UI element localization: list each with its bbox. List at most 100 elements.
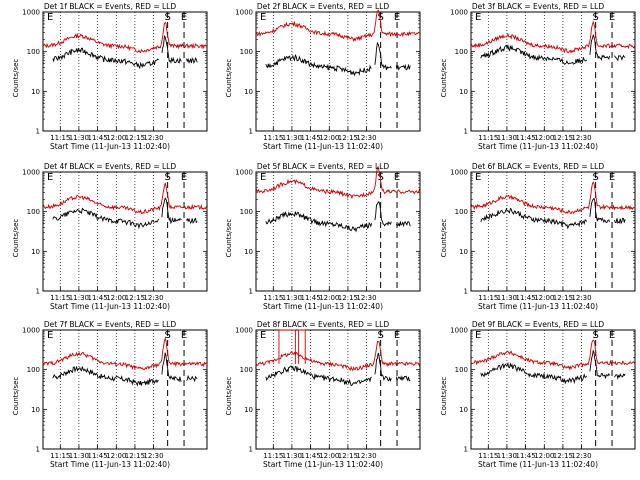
marker-label: E	[260, 330, 266, 341]
x-tick-label: 12:15	[125, 134, 145, 142]
marker-label: E	[47, 12, 53, 23]
x-axis-label: Start Time (11-Jun-13 11:02:40)	[478, 302, 598, 311]
x-tick-label: 11:45	[88, 452, 108, 460]
panel-title: Det 4f BLACK = Events, RED = LLD	[43, 162, 177, 171]
y-tick-label: 1	[464, 288, 468, 296]
lld-series	[470, 20, 636, 54]
y-axis-label: Counts/sec	[12, 218, 20, 258]
x-tick-label: 12:00	[106, 452, 126, 460]
x-tick-label: 11:30	[282, 452, 302, 460]
chart-plot: 1 10 100 1000 11:1511:3011:4512:0012:1512:30…	[235, 9, 421, 142]
marker-label: E	[181, 12, 187, 23]
y-tick-label: 100	[455, 48, 468, 56]
chart-panel: 1 10 100 1000 11:15 11:30 11:45 12:00 12:15 12:30…	[223, 2, 423, 155]
events-series	[52, 197, 198, 230]
lld-series	[470, 181, 636, 215]
panel-title: Det 9f BLACK = Events, RED = LLD	[471, 320, 605, 329]
chart-panel: 1 10 100 1000 11:15 11:30 11:45 12:00 12:15 12:30…	[223, 320, 423, 473]
y-tick-label: 1000	[22, 9, 40, 17]
events-series	[52, 352, 198, 387]
plot-frame	[470, 171, 636, 292]
y-tick-label: 1	[464, 446, 468, 454]
x-tick-label: 12:15	[125, 452, 145, 460]
y-tick-label: 100	[455, 366, 468, 374]
y-tick-label: 1000	[450, 327, 468, 335]
x-axis-label: Start Time (11-Jun-13 11:02:40)	[478, 142, 598, 151]
x-tick-label: 12:30	[356, 452, 376, 460]
lld-spike	[278, 329, 296, 364]
y-tick-label: 10	[31, 88, 40, 96]
x-tick-label: 12:00	[106, 294, 126, 302]
panel-title: Det 3f BLACK = Events, RED = LLD	[471, 2, 605, 11]
y-axis-label: Counts/sec	[440, 58, 448, 98]
x-tick-label: 12:15	[338, 294, 358, 302]
events-series	[265, 41, 411, 77]
chart-panel: 1 10 100 1000 11:15 11:30 11:45 12:00 12:15 12:30…	[223, 162, 423, 315]
x-tick-label: 12:00	[319, 452, 339, 460]
x-tick-label: 12:30	[571, 452, 591, 460]
chart-plot: 1 10 100 1000 11:1511:3011:4512:0012:1512:30…	[450, 169, 636, 302]
y-tick-label: 1	[249, 288, 253, 296]
plot-frame	[42, 329, 208, 450]
chart-plot: 1 10 100 1000 11:1511:3011:4512:0012:1512:30…	[22, 9, 208, 142]
chart-plot: 1 10 100 1000 11:1511:3011:4512:0012:1512:30…	[235, 327, 421, 460]
y-tick-label: 100	[240, 208, 253, 216]
y-tick-label: 10	[31, 248, 40, 256]
x-tick-label: 11:30	[282, 294, 302, 302]
plot-frame	[255, 329, 421, 450]
lld-series	[42, 336, 208, 371]
lld-series	[42, 182, 208, 214]
chart-plot: 1 10 100 1000 11:1511:3011:4512:0012:1512:30…	[22, 169, 208, 302]
y-axis-label: Counts/sec	[12, 376, 20, 416]
marker-label: E	[475, 12, 481, 23]
marker-label: S	[592, 12, 598, 23]
y-tick-label: 1000	[450, 169, 468, 177]
marker-label: E	[609, 12, 615, 23]
lld-series	[42, 22, 208, 54]
y-tick-label: 1	[249, 446, 253, 454]
y-tick-label: 10	[459, 88, 468, 96]
marker-label: E	[260, 172, 266, 183]
chart-panel: 1 10 100 1000 11:15 11:30 11:45 12:00 12:15 12:30…	[10, 2, 210, 155]
marker-label: E	[181, 172, 187, 183]
x-tick-label: 12:00	[534, 134, 554, 142]
y-tick-label: 1	[249, 128, 253, 136]
y-axis-label: Counts/sec	[12, 58, 20, 98]
panel-title: Det 7f BLACK = Events, RED = LLD	[43, 320, 177, 329]
x-tick-label: 11:30	[69, 134, 89, 142]
x-tick-label: 12:15	[553, 294, 573, 302]
events-series	[480, 197, 626, 230]
x-tick-label: 12:00	[534, 294, 554, 302]
x-tick-label: 11:15	[478, 452, 498, 460]
y-tick-label: 100	[27, 366, 40, 374]
marker-label: S	[377, 12, 383, 23]
y-axis-label: Counts/sec	[225, 58, 233, 98]
x-tick-label: 11:15	[478, 134, 498, 142]
events-series	[52, 35, 198, 70]
marker-label: E	[260, 12, 266, 23]
x-axis-label: Start Time (11-Jun-13 11:02:40)	[50, 460, 170, 469]
marker-label: E	[609, 172, 615, 183]
marker-label: E	[47, 330, 53, 341]
y-tick-label: 100	[240, 366, 253, 374]
x-tick-label: 11:15	[478, 294, 498, 302]
panel-title: Det 1f BLACK = Events, RED = LLD	[43, 2, 177, 11]
chart-plot: 1 10 100 1000 11:1511:3011:4512:0012:1512:30…	[22, 327, 208, 460]
chart-plot: 1 10 100 1000 11:1511:3011:4512:0012:1512:30…	[450, 9, 636, 142]
y-tick-label: 100	[455, 208, 468, 216]
plot-frame	[42, 11, 208, 132]
marker-label: S	[164, 172, 170, 183]
x-tick-label: 11:45	[301, 452, 321, 460]
x-tick-label: 11:45	[516, 134, 536, 142]
x-tick-label: 11:30	[497, 294, 517, 302]
x-tick-label: 12:30	[143, 134, 163, 142]
x-tick-label: 11:15	[263, 452, 283, 460]
chart-panel: 1 10 100 1000 11:15 11:30 11:45 12:00 12:15 12:30…	[438, 2, 638, 155]
x-tick-label: 12:15	[553, 452, 573, 460]
x-tick-label: 11:30	[69, 294, 89, 302]
events-series	[265, 201, 411, 233]
y-tick-label: 10	[459, 406, 468, 414]
chart-plot: 1 10 100 1000 11:1511:3011:4512:0012:1512:30…	[235, 165, 421, 302]
y-tick-label: 1	[464, 128, 468, 136]
y-tick-label: 1000	[22, 169, 40, 177]
